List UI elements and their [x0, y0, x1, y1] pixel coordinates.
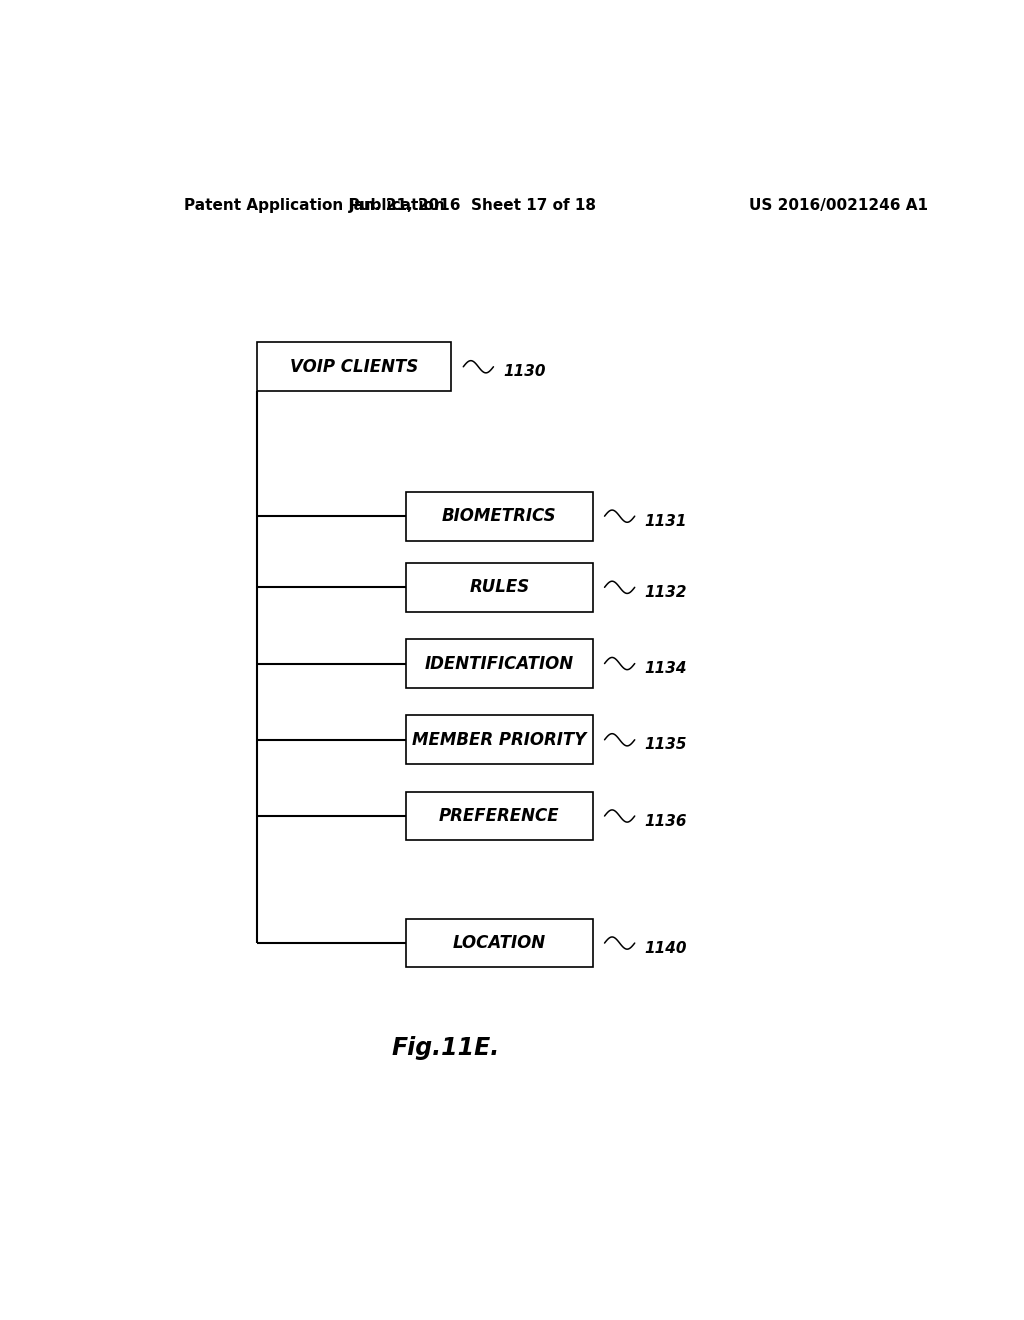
Text: Jan. 21, 2016  Sheet 17 of 18: Jan. 21, 2016 Sheet 17 of 18: [349, 198, 597, 213]
Text: Patent Application Publication: Patent Application Publication: [183, 198, 444, 213]
Text: VOIP CLIENTS: VOIP CLIENTS: [290, 358, 419, 376]
Text: US 2016/0021246 A1: US 2016/0021246 A1: [749, 198, 928, 213]
Text: 1131: 1131: [644, 513, 687, 529]
Text: 1140: 1140: [644, 941, 687, 956]
FancyBboxPatch shape: [407, 639, 593, 688]
Text: MEMBER PRIORITY: MEMBER PRIORITY: [413, 731, 587, 748]
Text: Fig.11E.: Fig.11E.: [391, 1036, 500, 1060]
Text: BIOMETRICS: BIOMETRICS: [442, 507, 557, 525]
FancyBboxPatch shape: [407, 792, 593, 841]
Text: LOCATION: LOCATION: [453, 935, 546, 952]
Text: PREFERENCE: PREFERENCE: [439, 807, 560, 825]
FancyBboxPatch shape: [257, 342, 452, 391]
Text: 1136: 1136: [644, 813, 687, 829]
Text: 1134: 1134: [644, 661, 687, 676]
FancyBboxPatch shape: [407, 715, 593, 764]
Text: RULES: RULES: [469, 578, 529, 597]
FancyBboxPatch shape: [407, 919, 593, 968]
Text: 1135: 1135: [644, 738, 687, 752]
Text: 1130: 1130: [503, 364, 546, 379]
FancyBboxPatch shape: [407, 562, 593, 611]
Text: IDENTIFICATION: IDENTIFICATION: [425, 655, 574, 673]
FancyBboxPatch shape: [407, 492, 593, 541]
Text: 1132: 1132: [644, 585, 687, 599]
